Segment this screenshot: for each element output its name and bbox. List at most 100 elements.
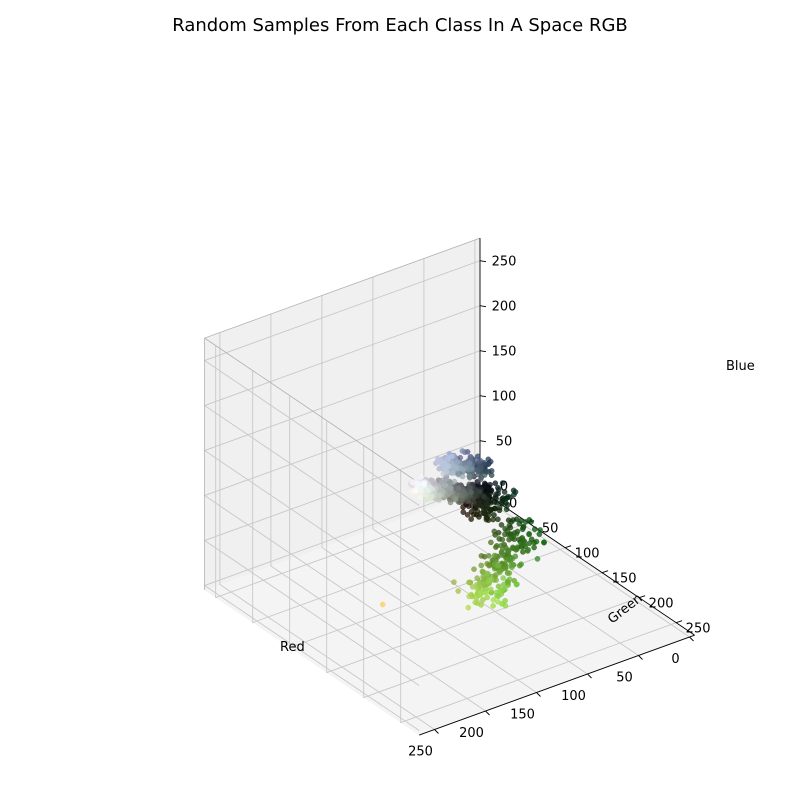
data-point xyxy=(484,570,491,577)
data-point xyxy=(506,570,513,576)
data-point xyxy=(500,546,506,552)
data-point xyxy=(451,579,457,585)
grid-line-green xyxy=(326,420,603,674)
data-point xyxy=(488,539,494,546)
data-point xyxy=(448,453,455,460)
data-point xyxy=(487,586,494,593)
data-point xyxy=(518,561,524,568)
pane-side xyxy=(204,238,480,591)
data-point xyxy=(506,576,513,583)
data-point xyxy=(467,454,474,461)
data-point xyxy=(460,509,467,515)
data-point xyxy=(488,487,495,494)
z-tick-label: 50 xyxy=(496,435,513,450)
x-tick-mark xyxy=(638,655,643,660)
data-point xyxy=(491,552,498,559)
data-point xyxy=(490,516,496,523)
data-point xyxy=(443,469,450,475)
data-point xyxy=(531,544,537,551)
data-point xyxy=(449,470,456,477)
data-point xyxy=(501,489,508,495)
data-point xyxy=(459,473,466,480)
grid-line-green xyxy=(363,445,640,699)
data-point xyxy=(526,531,532,538)
data-point xyxy=(462,491,469,498)
data-point xyxy=(493,491,499,498)
data-point xyxy=(495,583,502,590)
y-tick-label: 100 xyxy=(575,547,600,562)
grid-line-red xyxy=(423,258,639,656)
data-point xyxy=(427,497,434,504)
data-point xyxy=(525,546,531,553)
grid-line-green xyxy=(289,395,566,649)
data-point xyxy=(417,494,424,500)
data-point xyxy=(474,575,481,581)
data-point xyxy=(534,556,541,562)
z-axis-label: Blue xyxy=(726,359,755,374)
y-tick-label: 250 xyxy=(686,622,711,637)
y-tick-mark xyxy=(638,595,646,599)
x-tick-label: 0 xyxy=(671,652,679,667)
y-tick-label: 150 xyxy=(612,572,637,587)
data-point xyxy=(452,496,459,503)
data-point xyxy=(466,593,472,600)
data-point xyxy=(484,468,490,475)
data-point xyxy=(459,448,466,454)
data-point xyxy=(477,589,484,596)
data-point xyxy=(478,465,485,471)
x-axis-label: Red xyxy=(280,640,305,655)
data-point xyxy=(491,512,497,518)
data-point xyxy=(476,488,483,495)
z-tick-label: 150 xyxy=(492,345,517,360)
data-point xyxy=(509,564,515,571)
data-point xyxy=(485,517,492,524)
data-point xyxy=(466,473,473,479)
data-point xyxy=(490,603,496,609)
data-point xyxy=(488,576,495,582)
data-point xyxy=(465,604,472,611)
data-point xyxy=(464,512,471,518)
data-point xyxy=(496,569,503,576)
data-point xyxy=(445,463,452,469)
z-tick-mark xyxy=(479,395,487,398)
data-point xyxy=(512,489,519,495)
data-point xyxy=(447,499,454,506)
x-tick-label: 100 xyxy=(561,689,586,704)
data-point xyxy=(480,597,486,603)
data-point xyxy=(526,540,533,547)
data-point xyxy=(455,485,462,492)
z-tick-mark xyxy=(479,440,487,443)
data-point xyxy=(483,501,490,508)
x-tick-label: 200 xyxy=(459,726,484,741)
data-point xyxy=(498,522,505,528)
data-point xyxy=(513,547,519,553)
data-point xyxy=(477,457,484,464)
data-point xyxy=(482,590,489,596)
data-point xyxy=(521,541,528,547)
x-tick-label: 150 xyxy=(510,708,535,723)
chart-title: Random Samples From Each Class In A Spac… xyxy=(172,15,628,36)
data-point xyxy=(532,526,538,532)
data-point xyxy=(448,485,454,491)
data-point xyxy=(484,496,490,503)
data-point xyxy=(505,547,512,554)
data-point xyxy=(499,586,506,593)
grid-line-green xyxy=(252,370,529,624)
data-point xyxy=(420,480,427,487)
data-point xyxy=(451,478,458,485)
z-tick-label: 0 xyxy=(500,480,508,495)
data-point xyxy=(533,538,540,545)
y-axis-line xyxy=(479,489,695,636)
x-tick-label: 50 xyxy=(616,671,633,686)
z-tick-mark xyxy=(479,260,487,263)
x-tick-mark xyxy=(536,692,541,697)
x-tick-label: 250 xyxy=(408,745,433,760)
data-point xyxy=(503,506,510,513)
x-tick-mark xyxy=(434,729,439,734)
data-point xyxy=(495,516,501,523)
data-point xyxy=(502,603,509,609)
data-point xyxy=(443,476,449,483)
data-point xyxy=(498,499,504,506)
data-point xyxy=(502,597,508,604)
data-point xyxy=(379,601,386,608)
